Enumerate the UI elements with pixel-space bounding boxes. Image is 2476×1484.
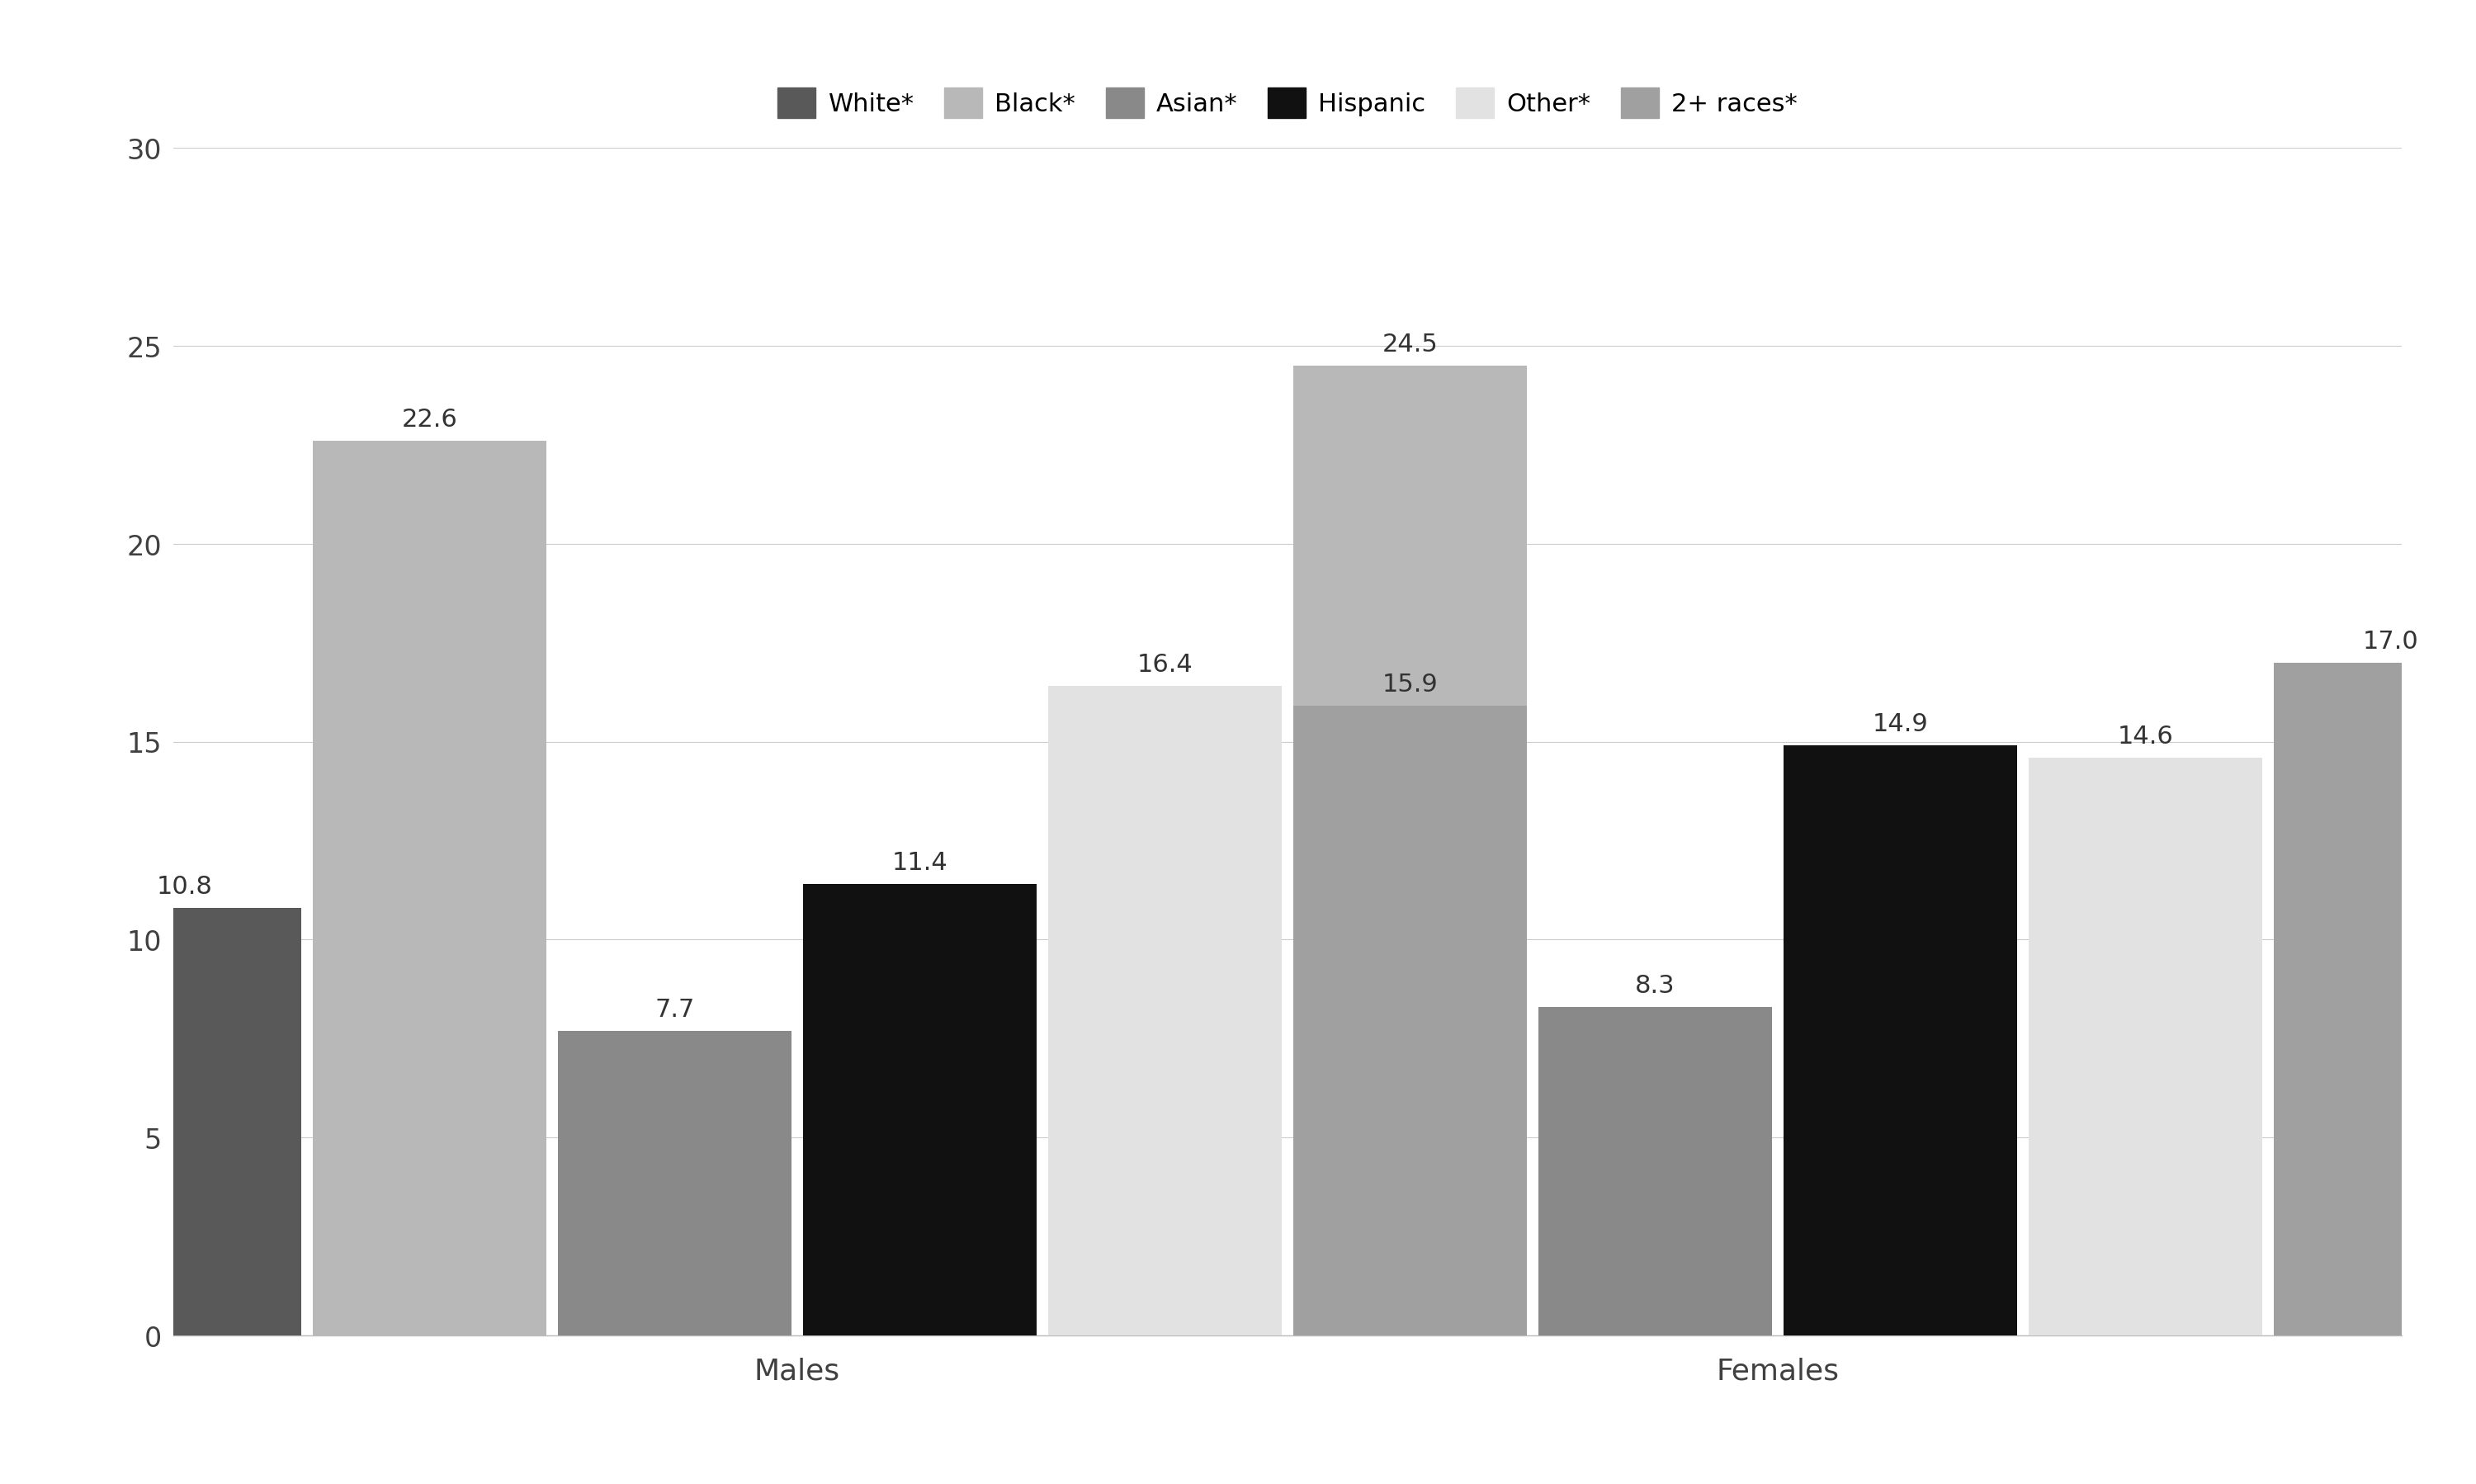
Text: 11.4: 11.4 xyxy=(891,850,948,874)
Text: 15.9: 15.9 xyxy=(1382,672,1439,696)
Text: 16.4: 16.4 xyxy=(1136,653,1193,677)
Bar xyxy=(1047,884,1283,1336)
Bar xyxy=(67,908,302,1336)
Text: 22.6: 22.6 xyxy=(401,408,458,432)
Bar xyxy=(1292,367,1528,1336)
Bar xyxy=(557,1031,792,1336)
Bar xyxy=(2028,758,2263,1336)
Bar xyxy=(1538,1008,1773,1336)
Bar xyxy=(1292,706,1528,1336)
Bar xyxy=(2273,663,2476,1336)
Text: 7.7: 7.7 xyxy=(654,997,696,1021)
Text: 10.8: 10.8 xyxy=(156,874,213,898)
Bar xyxy=(312,441,547,1336)
Legend: White*, Black*, Asian*, Hispanic, Other*, 2+ races*: White*, Black*, Asian*, Hispanic, Other*… xyxy=(768,77,1807,129)
Text: 8.3: 8.3 xyxy=(1634,974,1676,997)
Bar xyxy=(1783,746,2018,1336)
Text: 17.0: 17.0 xyxy=(2362,629,2419,653)
Text: 11.4: 11.4 xyxy=(1136,850,1193,874)
Bar xyxy=(1047,687,1283,1336)
Text: 24.5: 24.5 xyxy=(1382,332,1439,356)
Text: 14.9: 14.9 xyxy=(1872,712,1929,736)
Text: 14.6: 14.6 xyxy=(2117,724,2174,748)
Bar xyxy=(802,884,1037,1336)
